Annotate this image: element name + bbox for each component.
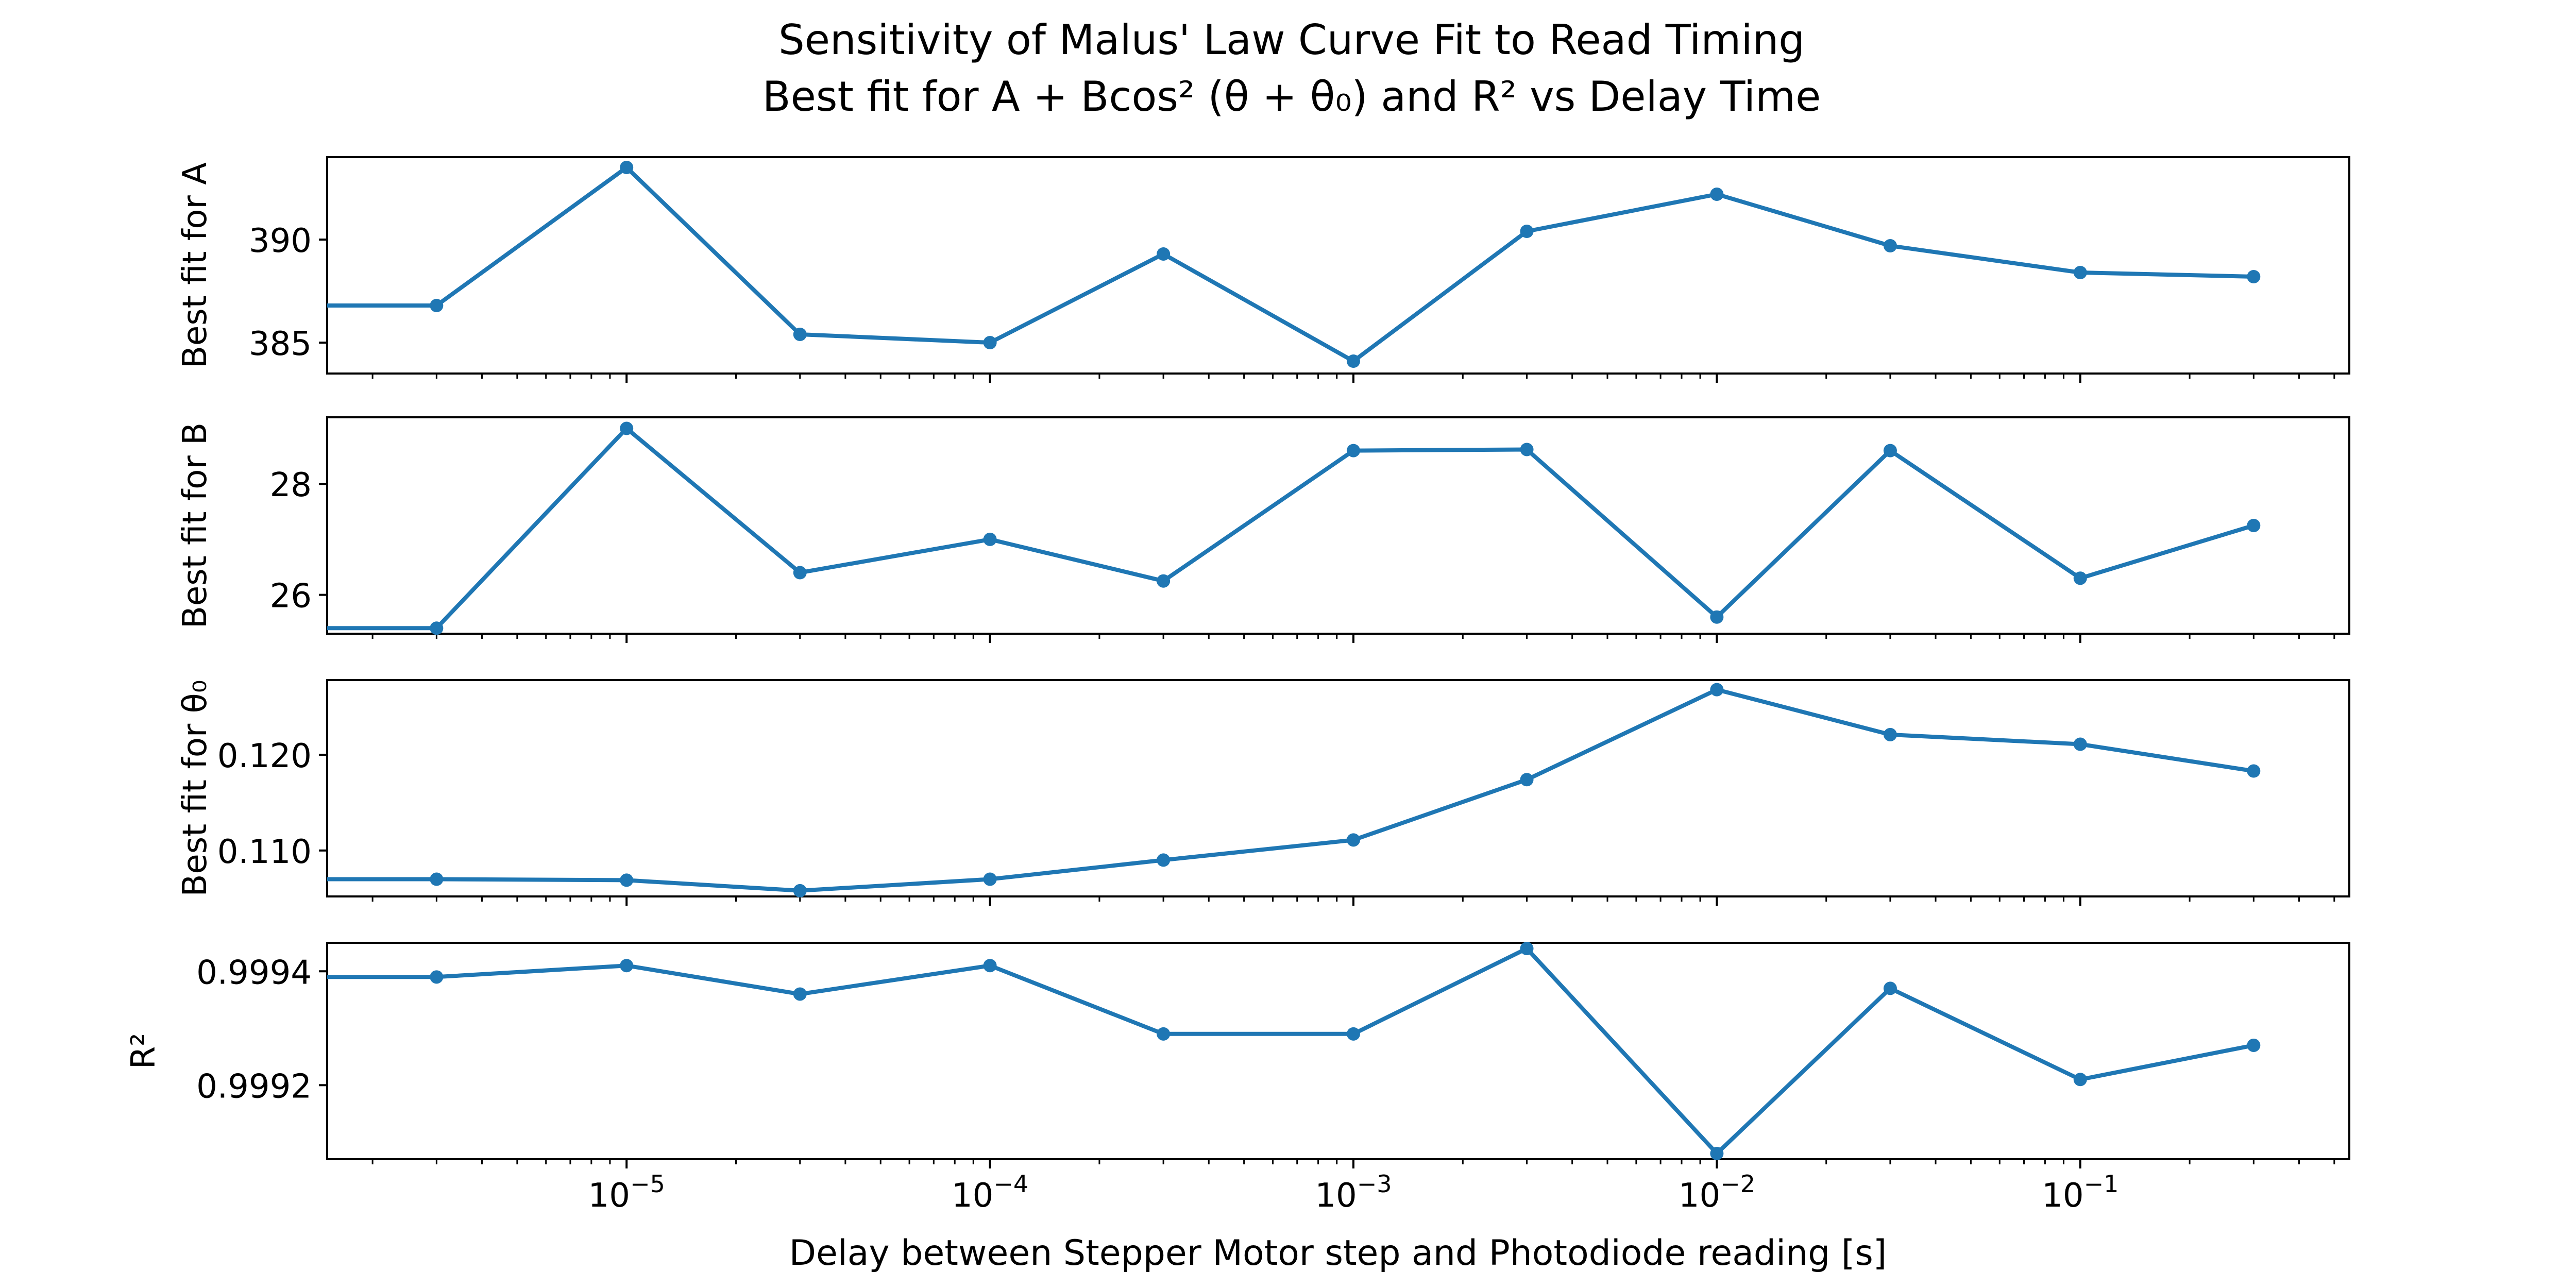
y-tick-label: 28 (270, 466, 312, 504)
data-point (1520, 443, 1534, 456)
data-point (1883, 444, 1897, 457)
data-point (1157, 1027, 1171, 1041)
chart-title-line2: Best fit for A + Bcos² (θ + θ₀) and R² v… (762, 73, 1821, 121)
data-point (1710, 188, 1724, 201)
data-point (430, 872, 444, 886)
data-point (1157, 574, 1171, 588)
y-tick-label: 390 (249, 222, 312, 260)
data-point (620, 959, 634, 973)
data-point (620, 873, 634, 887)
y-tick-label: 0.120 (217, 737, 312, 775)
y-tick-label: 0.9994 (196, 954, 312, 992)
data-point (793, 566, 807, 580)
data-point (793, 884, 807, 897)
data-point (793, 987, 807, 1001)
x-tick-label: 10−1 (2042, 1170, 2119, 1215)
data-point (1520, 773, 1534, 787)
data-point (430, 970, 444, 984)
plot-frame (326, 156, 2350, 375)
x-tick-label: 10−2 (1679, 1170, 1755, 1215)
data-point (983, 872, 997, 886)
x-axis-tick-labels: 10−5 10−4 10−3 10−2 10−1 (588, 1170, 2119, 1215)
series-line (327, 165, 2254, 363)
data-point (620, 161, 634, 174)
data-point (1710, 610, 1724, 624)
data-point (1346, 444, 1360, 457)
data-point (1346, 354, 1360, 368)
data-point (430, 621, 444, 635)
data-point (1710, 1146, 1724, 1160)
data-point (2247, 1038, 2261, 1052)
x-tick-label: 10−4 (952, 1170, 1028, 1215)
plot-frame (326, 942, 2350, 1160)
y-axis-label: Best fit for A (176, 162, 214, 368)
data-point (1883, 239, 1897, 252)
data-point (1346, 833, 1360, 847)
data-point (2247, 764, 2261, 778)
plot-frame (326, 679, 2350, 897)
x-tick-label: 10−5 (588, 1170, 665, 1215)
x-axis-label: Delay between Stepper Motor step and Pho… (789, 1233, 1887, 1274)
data-point (1520, 225, 1534, 238)
subplot-4: 0.9992 0.9994 R² (125, 942, 2350, 1168)
data-point (1520, 942, 1534, 956)
data-point (1157, 853, 1171, 867)
data-point (2073, 1073, 2087, 1087)
data-point (793, 328, 807, 341)
y-tick-label: 385 (249, 325, 312, 363)
data-point (2073, 737, 2087, 751)
data-point (2247, 270, 2261, 283)
subplot-panels: 385 390 Best fit for A 26 28 Best fit for B 0.… (125, 156, 2350, 1168)
subplot-2: 26 28 Best fit for B (176, 416, 2350, 643)
series-line (327, 946, 2255, 1156)
data-point (1157, 247, 1171, 261)
data-point (1883, 727, 1897, 741)
data-point (2073, 266, 2087, 279)
y-tick-label: 0.110 (217, 833, 312, 871)
chart-title-line1: Sensitivity of Malus' Law Curve Fit to R… (778, 16, 1805, 64)
data-point (2247, 519, 2261, 532)
data-point (2073, 571, 2087, 585)
x-tick-label: 10−3 (1315, 1170, 1392, 1215)
plot-frame (326, 416, 2350, 635)
data-point (1346, 1027, 1360, 1041)
data-point (983, 532, 997, 546)
y-tick-label: 0.9992 (196, 1067, 312, 1106)
data-point (983, 336, 997, 349)
subplot-1: 385 390 Best fit for A (176, 156, 2350, 383)
y-tick-label: 26 (270, 578, 312, 616)
y-axis-label: Best fit for θ₀ (176, 680, 214, 897)
data-point (983, 959, 997, 973)
data-point (620, 421, 634, 435)
data-point (1883, 981, 1897, 995)
series-line (327, 687, 2254, 893)
y-axis-label: Best fit for B (176, 422, 214, 629)
y-axis-label: R² (125, 1033, 163, 1069)
data-point (430, 299, 444, 312)
data-point (1710, 683, 1724, 697)
series-line (327, 426, 2255, 631)
